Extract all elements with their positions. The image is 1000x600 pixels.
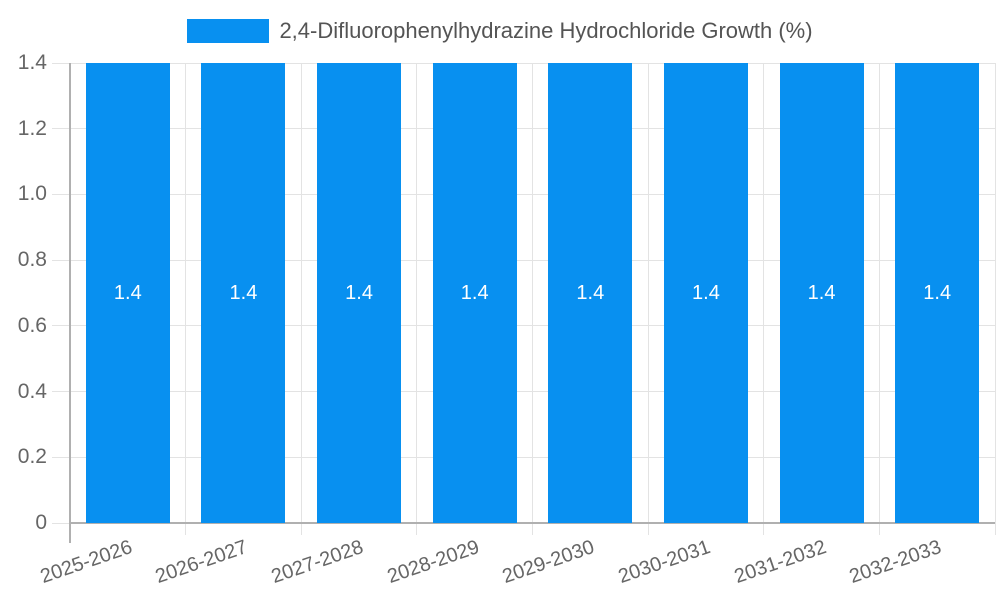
legend[interactable]: 2,4-Difluorophenylhydrazine Hydrochlorid… <box>0 18 1000 44</box>
x-gridline <box>532 63 533 535</box>
x-gridline <box>994 63 996 535</box>
y-tick-label: 0.8 <box>17 248 47 272</box>
bar[interactable] <box>85 63 170 523</box>
y-gridline <box>52 193 995 195</box>
y-tick-label: 0.2 <box>17 445 47 469</box>
x-gridline <box>185 63 187 535</box>
bar-value-label: 1.4 <box>345 282 373 304</box>
y-tick-label: 1.2 <box>17 116 47 140</box>
x-gridline <box>300 63 302 535</box>
bar-value-label: 1.4 <box>576 282 605 304</box>
x-gridline <box>763 63 765 535</box>
bar-value-label: 1.4 <box>923 282 952 304</box>
bar-value-label: 1.4 <box>113 282 142 304</box>
bar[interactable] <box>548 63 633 523</box>
y-tick-label: 0.6 <box>17 313 47 337</box>
y-tick-label: 0.4 <box>17 379 47 403</box>
bar[interactable] <box>895 63 980 523</box>
y-tick-label: 0 <box>35 511 47 534</box>
x-gridline <box>878 63 880 535</box>
x-gridline <box>416 63 418 535</box>
legend-swatch <box>187 19 270 43</box>
bar[interactable] <box>317 63 402 523</box>
y-gridline <box>52 259 995 261</box>
y-gridline <box>52 456 995 458</box>
bar[interactable] <box>663 63 748 523</box>
y-axis-line <box>69 63 71 543</box>
y-gridline <box>52 62 995 64</box>
bar-value-label: 1.4 <box>229 282 258 304</box>
bar[interactable] <box>432 63 517 523</box>
y-tick <box>52 522 70 524</box>
bar-value-label: 1.4 <box>692 282 720 304</box>
x-tick-label: 2032-2033 <box>846 536 945 588</box>
x-axis-line <box>70 522 995 524</box>
legend-label: 2,4-Difluorophenylhydrazine Hydrochlorid… <box>279 18 813 43</box>
bar-value-label: 1.4 <box>460 282 489 304</box>
x-gridline <box>647 63 649 535</box>
y-tick-label: 1.4 <box>17 51 47 74</box>
y-tick-label: 1.0 <box>17 182 47 206</box>
y-gridline <box>52 128 995 130</box>
y-gridline <box>52 391 995 393</box>
bar[interactable] <box>779 63 864 523</box>
bar-value-label: 1.4 <box>807 282 836 304</box>
bar[interactable] <box>201 63 286 523</box>
y-gridline <box>52 325 995 327</box>
